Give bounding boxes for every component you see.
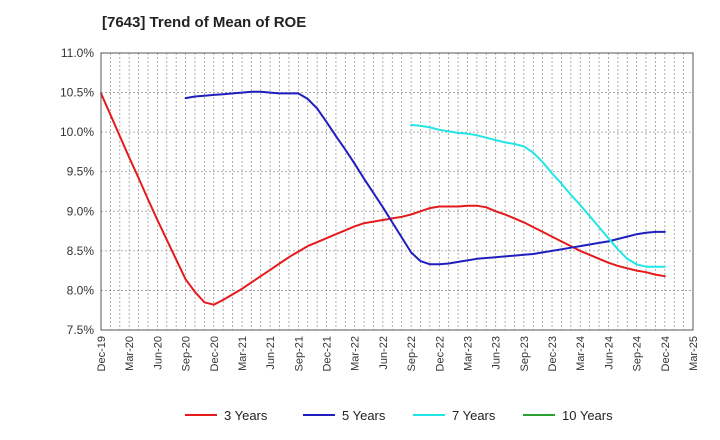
x-tick-label: Mar-25 (688, 336, 700, 371)
x-tick-label: Jun-24 (603, 336, 615, 370)
y-tick-label: 11.0% (61, 46, 94, 60)
legend-label: 7 Years (452, 408, 496, 423)
plot-frame (100, 52, 694, 331)
legend-label: 3 Years (224, 408, 268, 423)
series-line-5-years (184, 90, 666, 266)
x-tick-label: Jun-20 (152, 336, 164, 370)
chart-title: [7643] Trend of Mean of ROE (102, 14, 307, 31)
y-tick-label: 10.0% (60, 125, 94, 139)
y-tick-label: 9.0% (67, 204, 95, 218)
legend-item-10-years: 10 Years (523, 408, 613, 423)
y-tick-label: 8.0% (67, 283, 95, 297)
x-tick-label: Jun-21 (265, 336, 277, 370)
x-tick-label: Mar-21 (237, 336, 249, 371)
series-line-3-years (100, 92, 666, 306)
y-tick-label: 7.5% (67, 323, 95, 337)
x-tick-label: Dec-23 (547, 336, 559, 371)
x-axis: Dec-19 Mar-20 Jun-20 Sep-20 Dec-20 Mar-21 Jun-… (96, 336, 700, 371)
series-lines (100, 90, 666, 306)
y-tick-label: 9.5% (67, 165, 95, 179)
plot-area (101, 53, 693, 330)
legend-item-5-years: 5 Years (303, 408, 386, 423)
x-tick-label: Sep-22 (406, 336, 418, 371)
x-tick-label: Mar-20 (124, 336, 136, 371)
legend: 3 Years 5 Years 7 Years 10 Years (185, 408, 613, 423)
legend-item-7-years: 7 Years (413, 408, 496, 423)
x-tick-label: Sep-20 (181, 336, 193, 371)
x-tick-label: Mar-24 (575, 336, 587, 371)
x-tick-label: Mar-23 (462, 336, 474, 371)
x-tick-label: Mar-22 (350, 336, 362, 371)
y-axis: 7.5% 8.0% 8.5% 9.0% 9.5% 10.0% 10.5% 11.0% (60, 46, 94, 337)
x-tick-label: Jun-23 (491, 336, 503, 370)
y-tick-label: 10.5% (60, 86, 94, 100)
x-tick-label: Dec-24 (660, 336, 672, 371)
legend-label: 5 Years (342, 408, 386, 423)
x-tick-label: Dec-19 (96, 336, 108, 371)
x-tick-label: Dec-22 (434, 336, 446, 371)
legend-label: 10 Years (562, 408, 613, 423)
legend-item-3-years: 3 Years (185, 408, 268, 423)
x-tick-label: Dec-21 (322, 336, 334, 371)
y-tick-label: 8.5% (67, 244, 95, 258)
x-tick-label: Sep-24 (632, 336, 644, 371)
x-tick-label: Sep-21 (293, 336, 305, 371)
x-tick-label: Jun-22 (378, 336, 390, 370)
grid-lines (101, 53, 693, 330)
x-tick-label: Sep-23 (519, 336, 531, 371)
x-tick-label: Dec-20 (209, 336, 221, 371)
series-line-7-years (410, 124, 666, 268)
